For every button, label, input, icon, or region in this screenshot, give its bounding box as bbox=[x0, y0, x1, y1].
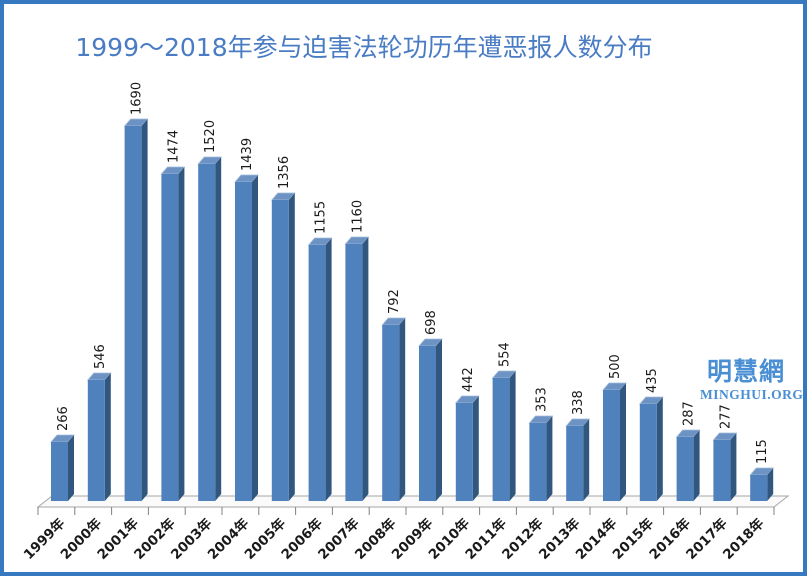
bar bbox=[419, 346, 436, 501]
bar-side-face bbox=[325, 238, 332, 501]
bar-side-face bbox=[362, 237, 369, 501]
bar-value-label: 442 bbox=[461, 367, 476, 392]
bar-side-face bbox=[141, 119, 148, 501]
bar-value-label: 1356 bbox=[277, 156, 292, 189]
bar-side-face bbox=[767, 468, 774, 501]
bar bbox=[566, 426, 584, 501]
bar bbox=[750, 475, 768, 501]
bar bbox=[676, 437, 694, 501]
bar bbox=[529, 423, 547, 501]
bar bbox=[455, 403, 473, 501]
bar-value-label: 353 bbox=[534, 387, 549, 412]
bar bbox=[161, 174, 179, 501]
bar-side-face bbox=[178, 167, 185, 501]
bar-value-label: 266 bbox=[56, 406, 71, 431]
bar-side-face bbox=[693, 430, 700, 501]
bar-value-label: 1160 bbox=[350, 200, 365, 233]
bar-value-label: 435 bbox=[645, 368, 660, 393]
bar-side-face bbox=[546, 416, 553, 501]
x-axis-label: 2018年 bbox=[719, 514, 767, 562]
bar bbox=[345, 244, 363, 501]
chart-floor bbox=[36, 495, 790, 508]
bar-value-label: 1690 bbox=[130, 82, 145, 115]
bar bbox=[639, 404, 657, 501]
bar-value-label: 1439 bbox=[240, 138, 255, 171]
chart-title: 1999～2018年参与迫害法轮功历年遭恶报人数分布 bbox=[75, 33, 653, 62]
bar-value-label: 115 bbox=[755, 439, 770, 464]
bar bbox=[713, 440, 731, 501]
bar bbox=[603, 390, 620, 501]
bar bbox=[235, 182, 252, 501]
bar-value-label: 338 bbox=[571, 390, 586, 415]
bar-side-face bbox=[620, 383, 626, 501]
bar-side-face bbox=[252, 175, 258, 501]
bar-side-face bbox=[509, 371, 516, 501]
bar-side-face bbox=[656, 397, 663, 501]
bar bbox=[87, 380, 105, 501]
bar-side-face bbox=[730, 433, 737, 501]
bar-value-label: 792 bbox=[387, 289, 402, 314]
bar-side-face bbox=[104, 373, 111, 501]
bar bbox=[308, 245, 326, 501]
bar bbox=[198, 164, 216, 501]
bar-side-face bbox=[288, 193, 295, 501]
bar-value-label: 500 bbox=[608, 354, 623, 379]
bar-value-label: 554 bbox=[498, 342, 513, 367]
bar bbox=[492, 378, 510, 501]
bar bbox=[271, 200, 289, 501]
bar-side-face bbox=[68, 435, 74, 501]
bar-side-face bbox=[583, 419, 590, 501]
bar-side-face bbox=[436, 339, 442, 501]
bar bbox=[124, 126, 142, 501]
bar-side-face bbox=[215, 157, 222, 501]
bar-value-label: 277 bbox=[718, 404, 733, 429]
bar-side-face bbox=[472, 396, 479, 501]
minghui-logo-cn: 明慧網 bbox=[706, 357, 785, 386]
bar-value-label: 287 bbox=[682, 401, 697, 426]
bar-value-label: 1474 bbox=[166, 130, 181, 163]
bar bbox=[382, 325, 400, 501]
bar bbox=[51, 442, 68, 501]
bar-value-label: 1155 bbox=[314, 201, 329, 234]
minghui-watermark: 明慧網 MINGHUI.ORG bbox=[700, 357, 804, 403]
bar-side-face bbox=[399, 318, 406, 501]
bar-value-label: 698 bbox=[424, 310, 439, 335]
bar-value-label: 546 bbox=[93, 344, 108, 369]
minghui-logo-en: MINGHUI.ORG bbox=[700, 386, 804, 402]
bar-value-label: 1520 bbox=[203, 120, 218, 153]
